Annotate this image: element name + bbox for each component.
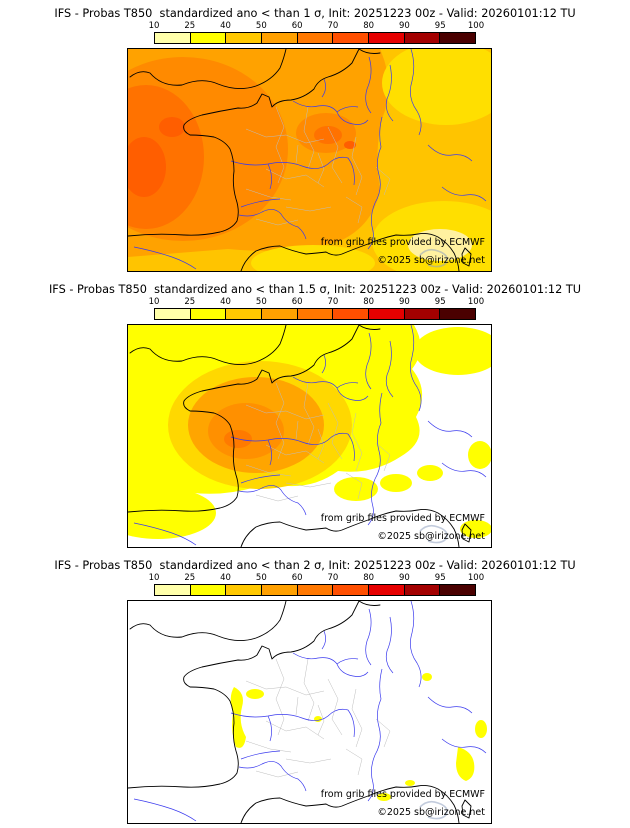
probability-map-image xyxy=(128,325,491,547)
colorbar-segment xyxy=(403,33,440,43)
colorbar-labels: 10 25 40 50 60 70 80 90 95 100 xyxy=(149,297,485,307)
copyright-text: ©2025 sb@irizone.net xyxy=(377,531,485,542)
copyright-text: ©2025 sb@irizone.net xyxy=(377,807,485,818)
panel-sigma-1: IFS - Probas T850 standardized ano < tha… xyxy=(0,0,630,276)
map-sigma-1-5: from grib files provided by ECMWF ©2025 … xyxy=(127,324,492,548)
colorbar-segment xyxy=(189,309,226,319)
colorbar-segment xyxy=(403,585,440,595)
colorbar-tick-label: 70 xyxy=(327,573,339,583)
colorbar-tick-label: 70 xyxy=(327,21,339,31)
colorbar-segment xyxy=(261,33,297,43)
colorbar-tick-label: 90 xyxy=(399,573,410,583)
colorbar-segment xyxy=(368,33,404,43)
colorbar-segments xyxy=(154,32,476,44)
colorbar-segment xyxy=(332,585,369,595)
ecmwf-attribution: from grib files provided by ECMWF xyxy=(320,237,485,248)
colorbar: 10 25 40 50 60 70 80 90 95 100 xyxy=(149,297,485,320)
colorbar-tick-label: 95 xyxy=(434,297,446,307)
colorbar-tick-label: 10 xyxy=(148,573,160,583)
colorbar-segment xyxy=(225,33,262,43)
colorbar-tick-label: 40 xyxy=(220,21,231,31)
colorbar-tick-label: 60 xyxy=(291,297,303,307)
colorbar-tick-label: 70 xyxy=(327,297,339,307)
ecmwf-attribution: from grib files provided by ECMWF xyxy=(320,789,485,800)
colorbar-segment xyxy=(439,309,476,319)
colorbar-segment xyxy=(261,309,297,319)
colorbar-segments xyxy=(154,584,476,596)
colorbar-segment xyxy=(189,585,226,595)
colorbar-tick-label: 100 xyxy=(467,573,485,583)
map-sigma-2: from grib files provided by ECMWF ©2025 … xyxy=(127,600,492,824)
colorbar-segment xyxy=(296,309,333,319)
panel-sigma-2: IFS - Probas T850 standardized ano < tha… xyxy=(0,552,630,828)
colorbar-segment xyxy=(368,585,404,595)
colorbar-segment xyxy=(332,309,369,319)
colorbar-tick-label: 60 xyxy=(291,21,303,31)
colorbar-segment xyxy=(439,585,476,595)
colorbar-tick-label: 40 xyxy=(220,297,231,307)
colorbar: 10 25 40 50 60 70 80 90 95 100 xyxy=(149,21,485,44)
probability-map-image xyxy=(128,601,491,823)
colorbar-tick-label: 90 xyxy=(399,21,410,31)
colorbar-segment xyxy=(155,309,190,319)
ecmwf-attribution: from grib files provided by ECMWF xyxy=(320,513,485,524)
colorbar-tick-label: 100 xyxy=(467,297,485,307)
colorbar-tick-label: 25 xyxy=(184,297,196,307)
colorbar-tick-label: 50 xyxy=(255,573,267,583)
colorbar-segment xyxy=(261,585,297,595)
colorbar-tick-label: 95 xyxy=(434,573,446,583)
colorbar-labels: 10 25 40 50 60 70 80 90 95 100 xyxy=(149,573,485,583)
colorbar-segments xyxy=(154,308,476,320)
colorbar-tick-label: 25 xyxy=(184,573,196,583)
colorbar-segment xyxy=(368,309,404,319)
colorbar: 10 25 40 50 60 70 80 90 95 100 xyxy=(149,573,485,596)
colorbar-labels: 10 25 40 50 60 70 80 90 95 100 xyxy=(149,21,485,31)
colorbar-segment xyxy=(296,585,333,595)
panel-title: IFS - Probas T850 standardized ano < tha… xyxy=(48,283,582,296)
colorbar-segment xyxy=(332,33,369,43)
colorbar-tick-label: 80 xyxy=(363,573,375,583)
colorbar-tick-label: 10 xyxy=(148,21,160,31)
colorbar-tick-label: 60 xyxy=(291,573,303,583)
colorbar-tick-label: 25 xyxy=(184,21,196,31)
panel-title: IFS - Probas T850 standardized ano < tha… xyxy=(54,559,576,572)
copyright-text: ©2025 sb@irizone.net xyxy=(377,255,485,266)
colorbar-segment xyxy=(225,309,262,319)
colorbar-tick-label: 100 xyxy=(467,21,485,31)
colorbar-tick-label: 50 xyxy=(255,297,267,307)
panel-title: IFS - Probas T850 standardized ano < tha… xyxy=(54,7,576,20)
colorbar-segment xyxy=(403,309,440,319)
colorbar-tick-label: 10 xyxy=(148,297,160,307)
map-sigma-1: from grib files provided by ECMWF ©2025 … xyxy=(127,48,492,272)
colorbar-tick-label: 95 xyxy=(434,21,446,31)
colorbar-segment xyxy=(155,585,190,595)
colorbar-tick-label: 90 xyxy=(399,297,410,307)
colorbar-segment xyxy=(155,33,190,43)
colorbar-tick-label: 40 xyxy=(220,573,231,583)
colorbar-segment xyxy=(189,33,226,43)
probability-map-image xyxy=(128,49,491,271)
colorbar-tick-label: 80 xyxy=(363,297,375,307)
panel-sigma-1-5: IFS - Probas T850 standardized ano < tha… xyxy=(0,276,630,552)
colorbar-segment xyxy=(225,585,262,595)
colorbar-segment xyxy=(296,33,333,43)
colorbar-tick-label: 80 xyxy=(363,21,375,31)
colorbar-tick-label: 50 xyxy=(255,21,267,31)
colorbar-segment xyxy=(439,33,476,43)
